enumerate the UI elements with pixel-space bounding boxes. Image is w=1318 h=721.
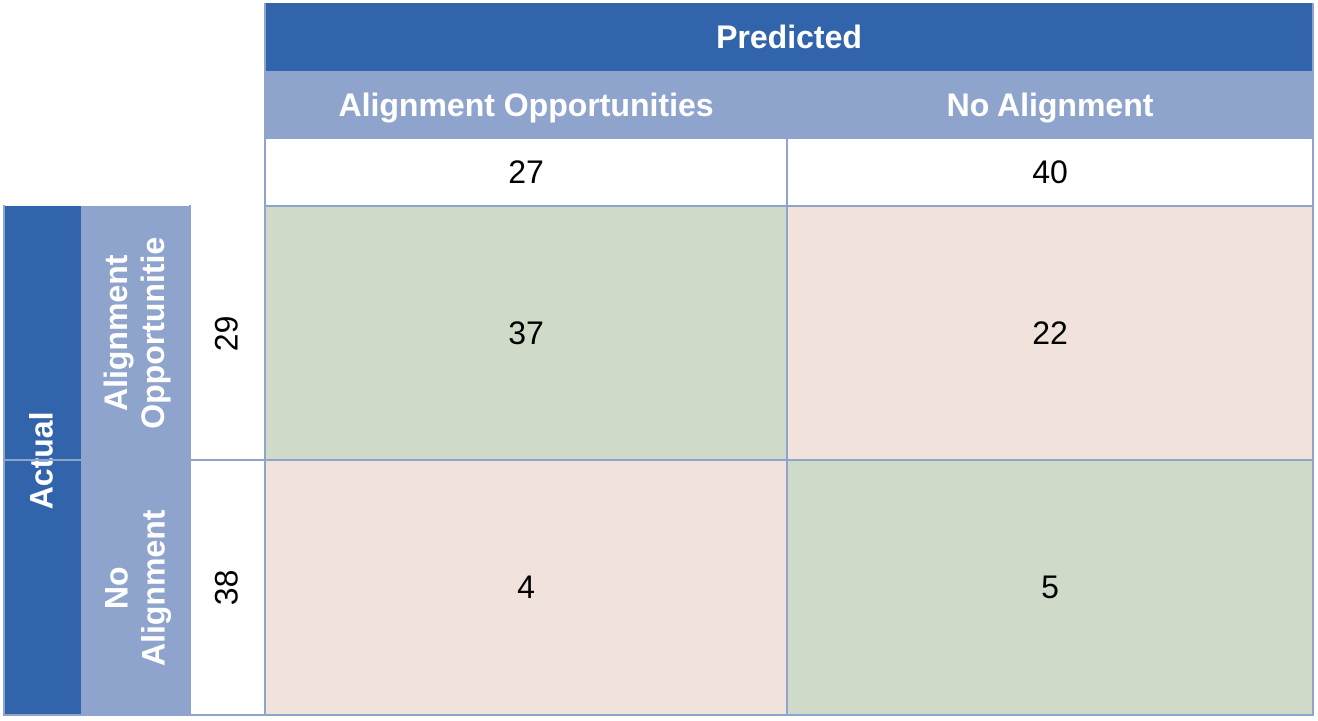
row-header-line: No bbox=[98, 566, 135, 609]
matrix-cell-value: 4 bbox=[517, 569, 535, 605]
column-total-value: 40 bbox=[1032, 154, 1068, 190]
row-header-label: Alignment Opportunitie bbox=[98, 237, 172, 429]
grid-line bbox=[189, 205, 191, 716]
row-header-label: No Alignment bbox=[98, 509, 172, 665]
column-header-label: Alignment Opportunities bbox=[338, 86, 714, 123]
predicted-header-label: Predicted bbox=[716, 18, 862, 55]
column-header-label: No Alignment bbox=[946, 86, 1154, 123]
grid-line bbox=[1312, 3, 1314, 715]
grid-line bbox=[3, 714, 1314, 716]
row-header-alignment-opportunities: Alignment Opportunitie bbox=[81, 206, 189, 460]
matrix-cell-ao-na: 22 bbox=[787, 206, 1313, 460]
grid-line bbox=[3, 459, 1314, 461]
matrix-cell-na-na: 5 bbox=[787, 460, 1313, 715]
grid-line bbox=[3, 205, 5, 716]
grid-line bbox=[264, 205, 1314, 207]
matrix-cell-ao-ao: 37 bbox=[265, 206, 787, 460]
matrix-cell-na-ao: 4 bbox=[265, 460, 787, 715]
row-header-line: Opportunitie bbox=[135, 237, 171, 429]
row-total-value: 38 bbox=[208, 569, 245, 606]
column-header-no-alignment: No Alignment bbox=[787, 71, 1313, 139]
column-total-alignment-opportunities: 27 bbox=[265, 139, 787, 206]
matrix-cell-value: 5 bbox=[1041, 569, 1059, 605]
column-total-value: 27 bbox=[508, 154, 544, 190]
matrix-cell-value: 37 bbox=[508, 314, 544, 351]
row-total-no-alignment: 38 bbox=[189, 460, 265, 715]
matrix-cell-value: 22 bbox=[1032, 314, 1068, 351]
predicted-header: Predicted bbox=[265, 3, 1313, 71]
grid-line bbox=[264, 3, 266, 715]
column-total-no-alignment: 40 bbox=[787, 139, 1313, 206]
row-header-line: Alignment bbox=[98, 254, 135, 412]
row-total-alignment-opportunities: 29 bbox=[189, 206, 265, 460]
row-header-line: Alignment bbox=[135, 509, 171, 666]
row-total-value: 29 bbox=[208, 315, 245, 351]
column-header-alignment-opportunities: Alignment Opportunities bbox=[265, 71, 787, 139]
grid-line bbox=[786, 71, 788, 715]
row-header-no-alignment: No Alignment bbox=[81, 460, 189, 715]
